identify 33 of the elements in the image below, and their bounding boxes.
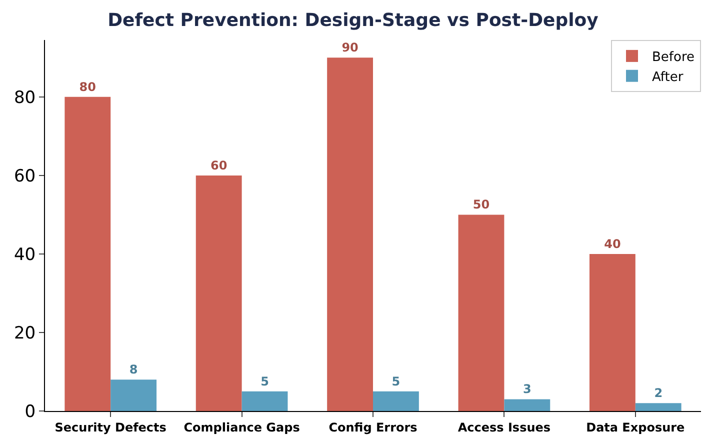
data-label: 40 <box>604 236 621 251</box>
data-label: 8 <box>129 362 138 377</box>
legend-label: After <box>652 70 684 85</box>
bar <box>110 380 157 411</box>
data-label: 60 <box>210 158 228 172</box>
data-label: 2 <box>654 386 663 400</box>
bar <box>196 175 242 411</box>
bar <box>635 403 682 411</box>
bar <box>64 96 111 411</box>
data-label: 5 <box>392 374 400 388</box>
y-tick-label: 80 <box>14 88 36 108</box>
bar <box>504 399 550 411</box>
bar <box>242 391 288 411</box>
data-label: 90 <box>342 40 358 55</box>
bar <box>327 58 373 411</box>
y-tick-label: 0 <box>24 402 36 422</box>
bar <box>589 254 636 411</box>
chart-title: Defect Prevention: Design-Stage vs Post-Deploy <box>108 10 599 31</box>
x-tick-label: Compliance Gaps <box>184 420 300 434</box>
bar <box>373 391 419 411</box>
x-tick-label: Security Defects <box>54 420 166 434</box>
y-tick-label: 20 <box>14 323 36 344</box>
y-tick-label: 40 <box>14 244 36 265</box>
data-label: 5 <box>260 374 269 388</box>
x-tick-label: Access Issues <box>458 420 551 434</box>
y-tick-label: 60 <box>14 166 36 186</box>
x-tick-label: Config Errors <box>328 420 418 434</box>
data-label: 3 <box>522 382 532 396</box>
bar <box>458 214 504 411</box>
legend-label: Before <box>652 50 695 66</box>
data-label: 50 <box>472 198 490 212</box>
x-tick-label: Data Exposure <box>586 420 685 434</box>
data-label: 80 <box>79 80 96 94</box>
